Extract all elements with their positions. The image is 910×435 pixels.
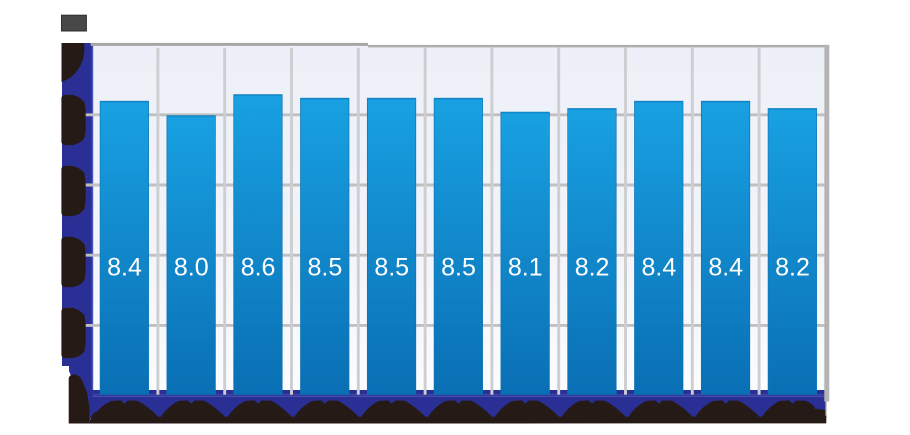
- svg-text:8.4: 8.4: [642, 254, 677, 282]
- svg-text:8.6: 8.6: [241, 254, 276, 282]
- svg-text:8.2: 8.2: [775, 254, 810, 282]
- svg-text:8.5: 8.5: [441, 254, 476, 282]
- svg-text:8.4: 8.4: [107, 254, 142, 282]
- svg-text:8.5: 8.5: [374, 254, 409, 282]
- svg-text:8.2: 8.2: [575, 254, 610, 282]
- svg-text:8.1: 8.1: [508, 254, 543, 282]
- svg-text:8.0: 8.0: [174, 254, 209, 282]
- svg-text:8.5: 8.5: [308, 254, 343, 282]
- svg-text:8.4: 8.4: [708, 254, 743, 282]
